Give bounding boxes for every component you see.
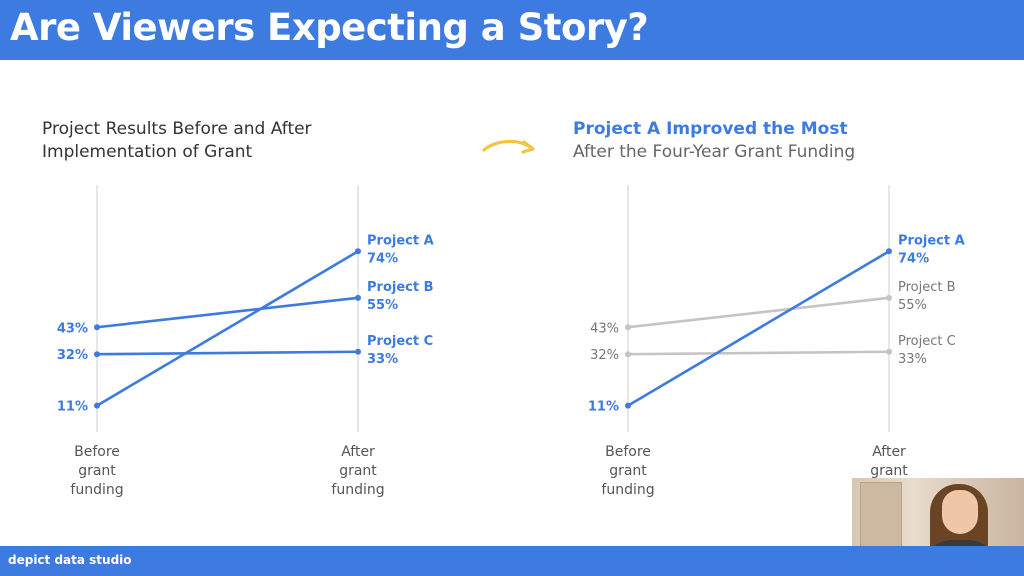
chart-1-category-label-before: funding [70, 482, 123, 498]
chart-1-point-end-project-c [355, 348, 361, 355]
chart-1-series-line-project-b [95, 296, 360, 329]
chart-1-series-line-project-c [95, 350, 360, 356]
chart-1-start-label-project-a: 11% [57, 400, 88, 415]
chart-1-end-label-project-a: 74% [367, 251, 398, 266]
chart-2-start-label-project-b: 43% [590, 321, 619, 336]
chart-1-point-start-project-b [94, 324, 100, 331]
chart-1-category-label-after: grant [339, 463, 377, 479]
chart-2-end-label-project-a: 74% [898, 251, 929, 266]
chart-2-category-label-before: Before [605, 444, 651, 460]
chart-1-series-name-project-b: Project B [367, 280, 434, 295]
chart-1-end-label-project-b: 55% [367, 298, 398, 313]
curved-arrow-icon [482, 139, 535, 154]
chart-2-point-start-project-b [625, 324, 631, 331]
title-bar: Are Viewers Expecting a Story? [0, 0, 1024, 60]
chart-2-series-name-project-b: Project B [898, 280, 956, 295]
chart-1-series-name-project-a: Project A [367, 233, 434, 248]
chart-2-point-start-project-a [625, 402, 631, 409]
chart-2-point-end-project-c [886, 348, 892, 355]
left-chart-title-line-2: Implementation of Grant [42, 142, 253, 162]
chart-2-start-label-project-c: 32% [590, 348, 619, 363]
right-chart-headline: Project A Improved the Most [573, 119, 848, 139]
chart-2-category-label-after: After [872, 444, 906, 460]
right-chart-title: Project A Improved the Most After the Fo… [573, 118, 855, 164]
chart-2-category-label-after: grant [870, 463, 908, 479]
presenter-face [942, 490, 978, 534]
chart-1-end-label-project-c: 33% [367, 352, 398, 367]
chart-2-end-label-project-b: 55% [898, 298, 927, 313]
chart-2-series-name-project-a: Project A [898, 233, 965, 248]
chart-1-point-end-project-a [355, 248, 361, 255]
chart-1-category-label-after: After [341, 444, 375, 460]
chart-1-point-end-project-b [355, 294, 361, 301]
footer-bar: depict data studio [0, 546, 1024, 576]
chart-2-start-label-project-a: 11% [588, 400, 619, 415]
chart-2-category-label-before: grant [609, 463, 647, 479]
chart-1-start-label-project-c: 32% [57, 348, 88, 363]
chart-2-series-line-project-b [626, 296, 891, 329]
chart-2-end-label-project-c: 33% [898, 352, 927, 367]
chart-1-series-line-project-a [95, 250, 360, 407]
chart-1-category-label-before: Before [74, 444, 120, 460]
slopegraph-charts: Before grant funding After grant funding 11% Pr… [57, 185, 965, 498]
chart-1-point-start-project-c [94, 351, 100, 358]
chart-2-series-line-project-a [626, 250, 891, 407]
chart-2-point-start-project-c [625, 351, 631, 358]
left-chart-title-line-1: Project Results Before and After [42, 119, 312, 139]
chart-2-point-end-project-b [886, 294, 892, 301]
chart-2-series-name-project-c: Project C [898, 334, 956, 349]
chart-2-point-end-project-a [886, 248, 892, 255]
chart-1-point-start-project-a [94, 402, 100, 409]
chart-2-category-label-before: funding [601, 482, 654, 498]
chart-2-series-line-project-c [626, 350, 891, 356]
chart-1-category-label-after: funding [331, 482, 384, 498]
chart-1-category-label-before: grant [78, 463, 116, 479]
chart-1-start-label-project-b: 43% [57, 321, 88, 336]
right-chart-subtitle: After the Four-Year Grant Funding [573, 142, 856, 162]
left-chart-title: Project Results Before and After Impleme… [42, 118, 312, 164]
chart-1-series-name-project-c: Project C [367, 334, 433, 349]
footer-brand: depict data studio [8, 553, 132, 567]
page-title: Are Viewers Expecting a Story? [10, 6, 649, 49]
